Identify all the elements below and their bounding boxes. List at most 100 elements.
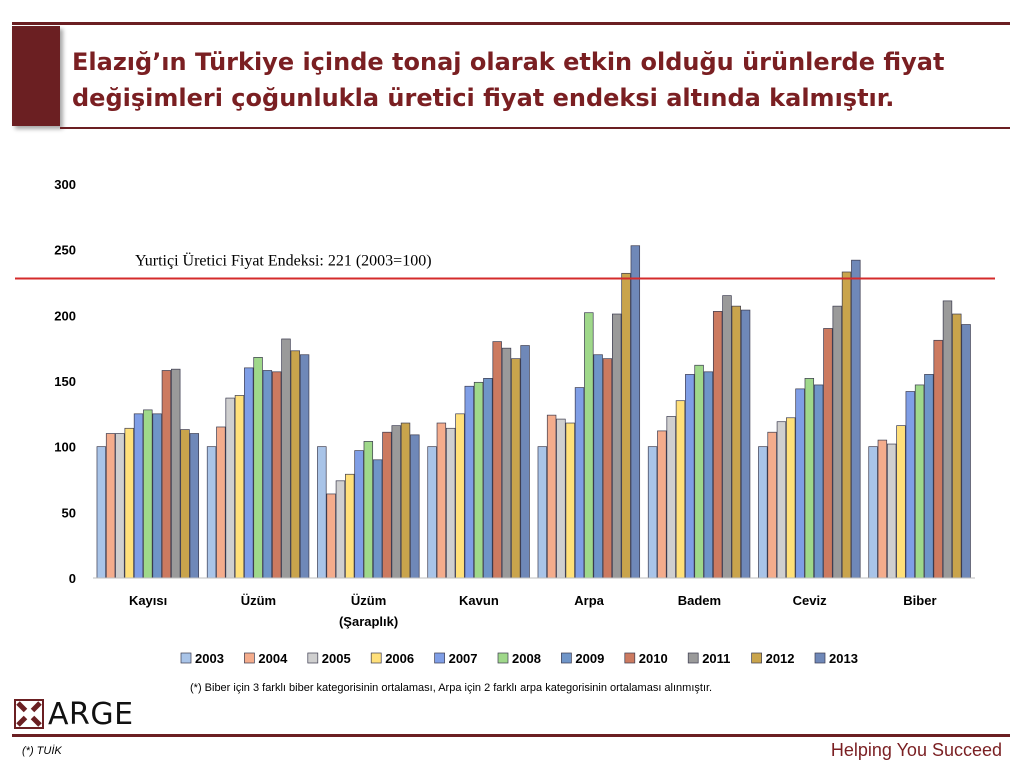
bar [206, 446, 217, 579]
bar [841, 271, 852, 579]
title-rule [60, 127, 1010, 129]
legend-swatch [180, 652, 192, 664]
x-axis-labels: Kayısı Üzüm Üzüm (Şaraplık) Kavun Arpa Badem Ce… [129, 593, 937, 629]
bar [262, 370, 273, 579]
bar [455, 413, 465, 579]
legend: 2003 2004 2005 2006 2007 2008 2009 2010 2011 2012… [180, 651, 858, 666]
y-tick-label: 0 [69, 571, 76, 586]
bar [335, 480, 346, 579]
legend-swatch [370, 652, 382, 664]
bar [317, 446, 327, 579]
bar [180, 429, 190, 579]
bars-group [96, 245, 971, 579]
x-tick-label: Ceviz [793, 593, 827, 608]
bar [253, 357, 263, 579]
bar [851, 259, 861, 579]
bar [124, 427, 134, 579]
bar [574, 387, 585, 579]
bar [905, 391, 915, 579]
bar [537, 446, 548, 579]
legend-label: 2009 [575, 651, 604, 666]
bar [161, 370, 172, 579]
x-tick-label: Badem [678, 593, 721, 608]
bar [326, 493, 336, 579]
bar [952, 313, 962, 579]
bar [731, 305, 741, 579]
bar [234, 395, 245, 579]
bar [281, 338, 291, 579]
y-tick-label: 200 [54, 308, 76, 323]
bar [445, 427, 456, 579]
bar [647, 446, 658, 579]
y-tick-label: 50 [62, 505, 76, 520]
bar [832, 305, 842, 579]
bar [868, 446, 878, 579]
bar [473, 381, 484, 579]
y-tick-label: 300 [54, 177, 76, 192]
accent-block [12, 26, 60, 126]
bar [464, 385, 474, 579]
x-tick-label: Üzüm (Şaraplık) [339, 593, 398, 629]
bar [133, 413, 144, 579]
y-tick-label: 100 [54, 440, 76, 455]
legend-label: 2010 [639, 651, 668, 666]
bar [189, 433, 200, 579]
bar [382, 431, 392, 579]
bar [556, 418, 566, 579]
bar [363, 441, 374, 579]
bar [400, 422, 411, 579]
bar [795, 388, 805, 579]
bar [767, 431, 777, 579]
bar [410, 434, 420, 579]
bar [483, 378, 493, 579]
bar [961, 324, 971, 579]
bar [565, 422, 575, 579]
bar [758, 446, 768, 579]
bar [914, 384, 925, 579]
bar [354, 450, 364, 579]
bar [372, 459, 383, 579]
legend-swatch [497, 652, 509, 664]
bar [813, 384, 824, 579]
bar [694, 364, 704, 579]
x-tick-label: Arpa [574, 593, 604, 608]
bar [427, 446, 437, 579]
bar [602, 358, 613, 579]
bar [722, 295, 732, 579]
top-rule [12, 22, 1010, 25]
legend-label: 2011 [702, 651, 730, 666]
bar [143, 409, 153, 579]
legend-label: 2013 [829, 651, 858, 666]
bar [345, 473, 355, 579]
bar [225, 397, 235, 579]
legend-label: 2012 [766, 651, 795, 666]
legend-label: 2003 [195, 651, 224, 666]
logo-text: ARGE [48, 696, 134, 732]
bar [685, 374, 695, 579]
bar [216, 426, 226, 579]
bar [630, 245, 641, 579]
bottom-rule [12, 734, 1010, 737]
bar [703, 371, 714, 579]
bar [271, 371, 282, 579]
arge-logo: ARGE [14, 696, 134, 732]
source-note: (*) TUİK [22, 745, 62, 757]
bar [786, 417, 796, 579]
bar [584, 312, 594, 579]
bar [612, 313, 622, 579]
x-tick-label: Biber [903, 593, 936, 608]
bar [492, 341, 502, 579]
legend-swatch [561, 652, 572, 664]
bar [896, 425, 906, 579]
legend-label: 2006 [385, 651, 414, 666]
bar [712, 311, 723, 579]
legend-swatch [624, 652, 636, 664]
legend-swatch [434, 652, 445, 664]
bar [804, 378, 815, 579]
legend-swatch [814, 652, 826, 664]
legend-swatch [307, 652, 319, 664]
y-tick-label: 250 [54, 243, 76, 258]
legend-swatch [751, 652, 762, 664]
bar [290, 350, 300, 579]
bar [96, 446, 107, 579]
